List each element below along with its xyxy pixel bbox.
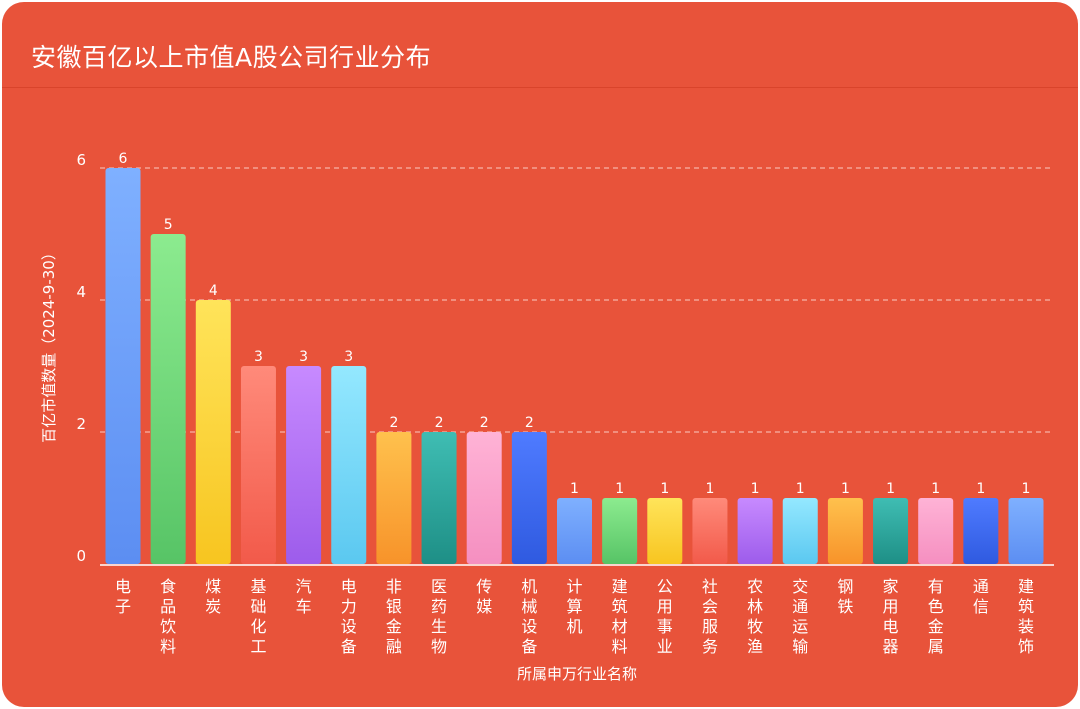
x-axis-title: 所属申万行业名称 [517, 665, 637, 683]
bar-value-label: 1 [796, 481, 805, 497]
bar [195, 300, 231, 564]
bar-value-label: 6 [119, 151, 128, 167]
bar [963, 498, 999, 564]
bar-value-label: 1 [976, 481, 985, 497]
bar [692, 498, 728, 564]
bar [376, 432, 412, 564]
bar-value-label: 2 [525, 415, 534, 431]
y-tick-label: 0 [76, 547, 86, 565]
bar [557, 498, 592, 564]
bar [421, 432, 457, 564]
x-tick-label: 电力设备 [341, 577, 357, 656]
bar-value-label: 1 [886, 481, 895, 497]
bar [1008, 498, 1044, 564]
bar-value-label: 2 [389, 415, 398, 431]
x-tick-label: 机械设备 [521, 577, 537, 656]
bar [331, 366, 367, 564]
bar-value-label: 1 [1022, 481, 1031, 497]
bar-value-label: 3 [254, 349, 263, 365]
x-tick-label: 建筑装饰 [1018, 577, 1034, 656]
y-tick-label: 4 [76, 283, 86, 301]
x-tick-label: 交通运输 [792, 577, 808, 656]
bar-value-label: 1 [615, 481, 624, 497]
bar-value-label: 1 [705, 481, 714, 497]
bar-value-label: 2 [435, 415, 444, 431]
bar [918, 498, 954, 564]
bar-value-label: 1 [751, 481, 760, 497]
y-tick-label: 6 [76, 151, 86, 169]
x-tick-label: 传媒 [476, 577, 492, 616]
x-tick-label: 钢铁 [837, 577, 853, 616]
bar-value-label: 3 [299, 349, 308, 365]
bar-value-label: 1 [931, 481, 940, 497]
x-tick-label: 社会服务 [702, 577, 718, 656]
bar-value-label: 5 [164, 217, 173, 233]
x-tick-label: 公用事业 [657, 577, 673, 656]
x-tick-label: 计算机 [566, 577, 582, 636]
x-tick-label: 基础化工 [250, 577, 266, 656]
y-tick-label: 2 [76, 415, 86, 433]
bar [150, 234, 186, 564]
title-divider [2, 87, 1078, 88]
bar-value-label: 1 [570, 481, 579, 497]
x-tick-label: 农林牧渔 [747, 577, 763, 656]
bar-value-label: 3 [344, 349, 353, 365]
bar [782, 498, 818, 564]
bar [602, 498, 638, 564]
bar [647, 498, 683, 564]
bar-value-label: 1 [841, 481, 850, 497]
bar-value-label: 2 [480, 415, 489, 431]
bar [827, 498, 863, 564]
bar [737, 498, 773, 564]
bar [466, 432, 502, 564]
x-tick-label: 非银金融 [386, 577, 402, 656]
chart-title: 安徽百亿以上市值A股公司行业分布 [31, 43, 432, 72]
bar [873, 498, 909, 564]
bar [240, 366, 276, 564]
x-tick-label: 医药生物 [431, 577, 447, 656]
bar [286, 366, 322, 564]
x-tick-label: 家用电器 [883, 577, 899, 656]
y-axis-title: 百亿市值数量（2024-9-30） [40, 245, 58, 443]
bar-value-label: 4 [209, 283, 218, 299]
x-tick-label: 电子 [115, 577, 131, 616]
x-tick-label: 有色金属 [928, 577, 944, 656]
x-tick-label: 通信 [973, 577, 989, 616]
x-tick-label: 煤炭 [205, 577, 221, 616]
x-tick-label: 建筑材料 [612, 577, 628, 656]
x-tick-label: 食品饮料 [160, 577, 176, 656]
bar-value-label: 1 [660, 481, 669, 497]
bar [511, 432, 547, 564]
bar [105, 168, 141, 564]
x-tick-label: 汽车 [296, 577, 312, 616]
